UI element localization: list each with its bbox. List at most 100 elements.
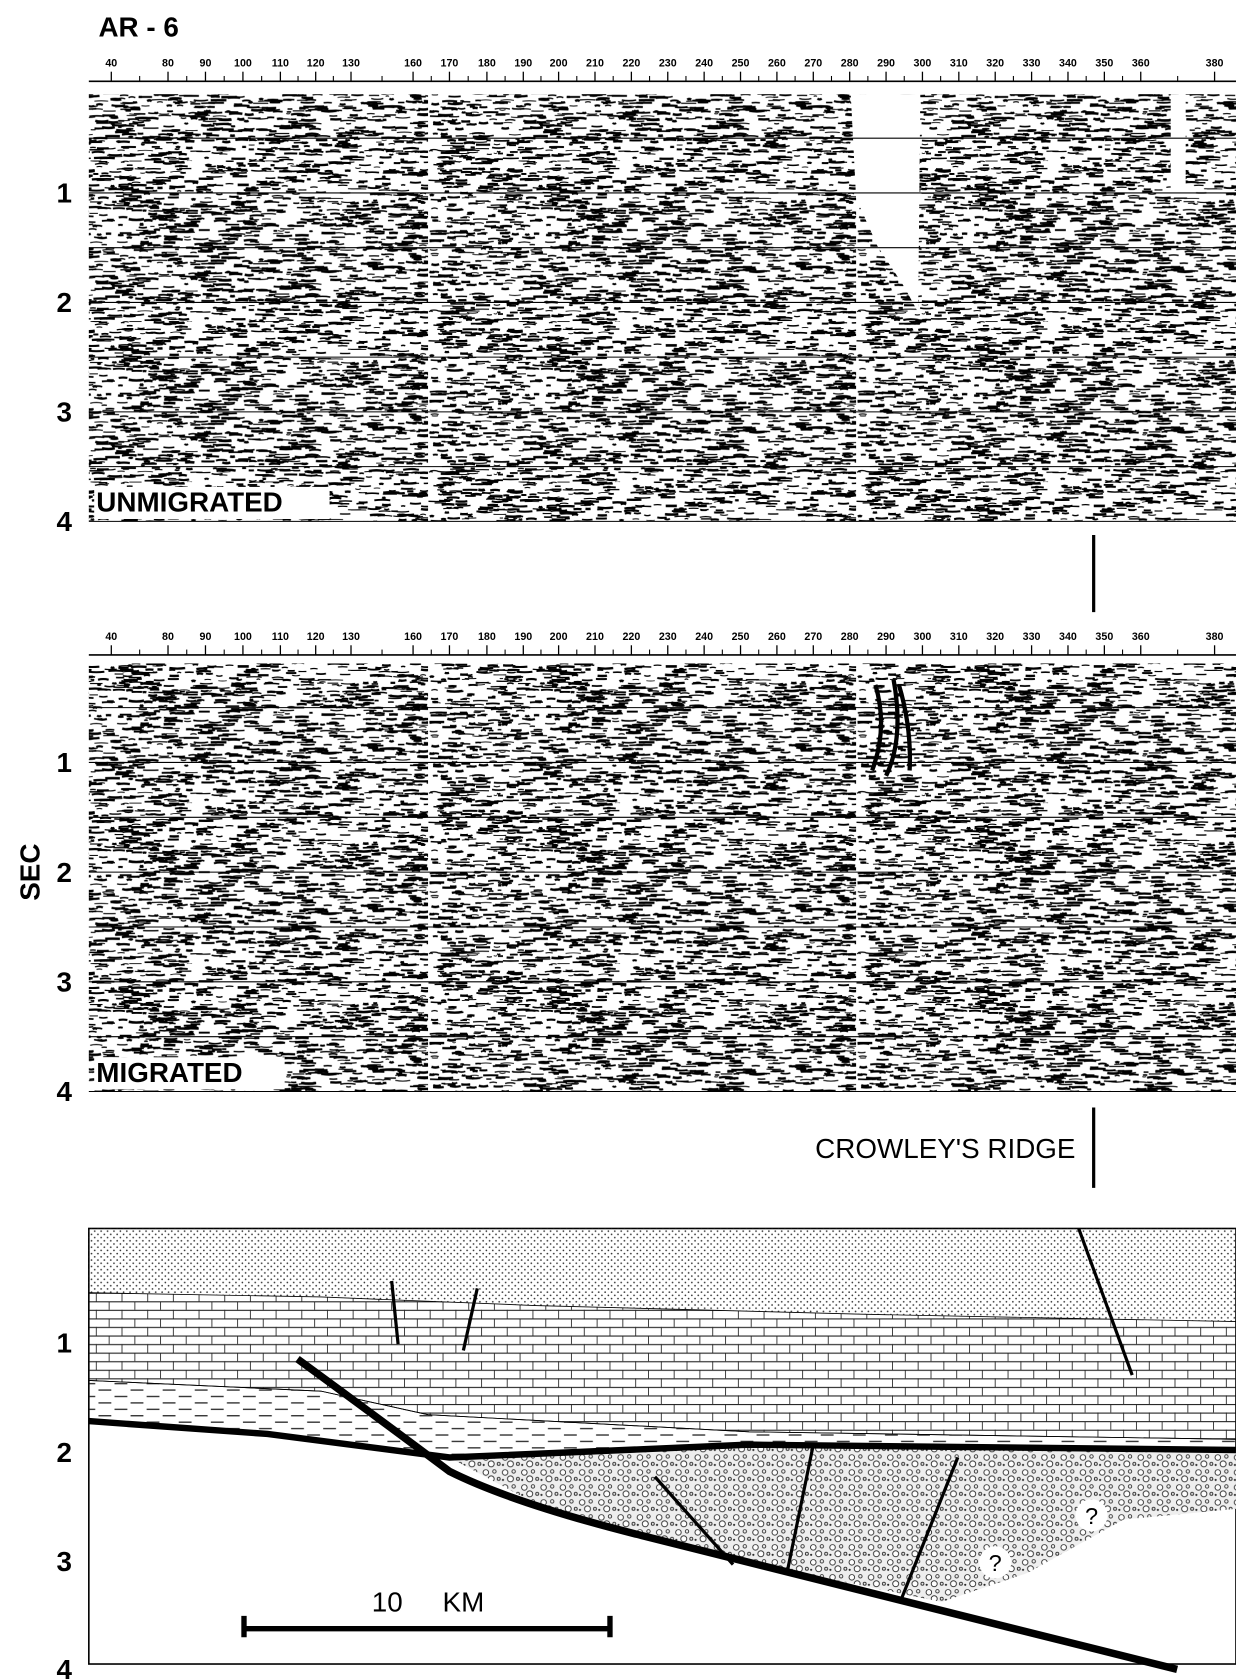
shotpoint-label: 380 bbox=[1206, 57, 1224, 69]
shotpoint-label: 260 bbox=[768, 57, 786, 69]
unmigrated-section bbox=[88, 94, 1236, 522]
shotpoint-label: 110 bbox=[272, 57, 289, 69]
data-gap bbox=[1170, 94, 1186, 193]
time-label: 2 bbox=[56, 857, 71, 888]
shotpoint-label: 170 bbox=[441, 631, 459, 643]
unknown-badge bbox=[979, 1546, 1012, 1579]
label-box bbox=[94, 1057, 285, 1090]
shotpoint-label: 210 bbox=[586, 57, 604, 69]
shotpoint-label: 90 bbox=[200, 631, 212, 643]
fault-line bbox=[1077, 1227, 1134, 1376]
shotpoint-label: 280 bbox=[841, 57, 859, 69]
annotation: CROWLEY'S RIDGE bbox=[815, 1133, 1075, 1164]
panel-label: UNMIGRATED bbox=[96, 487, 282, 518]
scale-bar bbox=[241, 1615, 613, 1638]
title: AR - 6 bbox=[98, 11, 178, 42]
shotpoint-label: 230 bbox=[659, 631, 677, 643]
scale-label: 10 KM bbox=[372, 1587, 485, 1618]
shotpoint-label: 270 bbox=[804, 631, 822, 643]
shotpoint-label: 340 bbox=[1059, 631, 1077, 643]
fault-line bbox=[784, 1444, 815, 1576]
shotpoint-label: 120 bbox=[307, 631, 325, 643]
minor-faults bbox=[390, 1227, 1134, 1601]
shotpoint-label: 330 bbox=[1023, 631, 1041, 643]
migrated-section bbox=[88, 663, 1236, 1092]
shotpoint-label: 240 bbox=[695, 631, 713, 643]
time-label: 3 bbox=[56, 397, 71, 428]
data-gap bbox=[850, 94, 921, 313]
shotpoint-label: 220 bbox=[622, 57, 640, 69]
time-label: 1 bbox=[56, 178, 71, 209]
shotpoint-label: 170 bbox=[441, 57, 459, 69]
conglomerate-wedge bbox=[449, 1444, 1236, 1602]
shotpoint-label: 300 bbox=[914, 57, 932, 69]
horizon bbox=[88, 1417, 1236, 1461]
axis-label: SEC bbox=[14, 844, 45, 901]
shotpoint-label: 350 bbox=[1095, 57, 1113, 69]
shotpoint-label: 280 bbox=[841, 631, 859, 643]
shotpoint-label: 120 bbox=[307, 57, 325, 69]
shotpoint-label: 160 bbox=[404, 631, 422, 643]
time-label: 3 bbox=[56, 1546, 71, 1577]
time-label: 4 bbox=[56, 506, 72, 537]
shotpoint-label: 100 bbox=[234, 631, 252, 643]
shotpoint-label: 300 bbox=[914, 631, 932, 643]
unknown: ? bbox=[989, 1550, 1002, 1576]
fault-line bbox=[390, 1280, 400, 1345]
shotpoint-label: 270 bbox=[804, 57, 822, 69]
shotpoint-label: 360 bbox=[1132, 57, 1150, 69]
shotpoint-label: 180 bbox=[478, 631, 496, 643]
shotpoint-label: 230 bbox=[659, 57, 677, 69]
shotpoint-label: 290 bbox=[877, 631, 895, 643]
fault-line bbox=[899, 1456, 960, 1601]
fault-line bbox=[461, 1288, 479, 1351]
label-box bbox=[94, 486, 330, 520]
shotpoint-label: 330 bbox=[1023, 57, 1041, 69]
shotpoint-label: 290 bbox=[877, 57, 895, 69]
shotpoint-label: 240 bbox=[695, 57, 713, 69]
time-label: 4 bbox=[56, 1076, 72, 1107]
shotpoint-label: 380 bbox=[1206, 631, 1224, 643]
shotpoint-label: 200 bbox=[550, 57, 568, 69]
shotpoint-label: 110 bbox=[272, 631, 289, 643]
shotpoint-label: 360 bbox=[1132, 631, 1150, 643]
time-label: 2 bbox=[56, 1437, 71, 1468]
shotpoint-label: 250 bbox=[732, 631, 750, 643]
shotpoint-label: 180 bbox=[478, 57, 496, 69]
shotpoint-label: 100 bbox=[234, 57, 252, 69]
time-label: 3 bbox=[56, 966, 71, 997]
shotpoint-label: 260 bbox=[768, 631, 786, 643]
shotpoint-label: 130 bbox=[342, 57, 360, 69]
shotpoint-label: 80 bbox=[162, 57, 174, 69]
shotpoint-label: 340 bbox=[1059, 57, 1077, 69]
shotpoint-label: 200 bbox=[550, 631, 568, 643]
interpretation: ? ? 10 KM bbox=[88, 1227, 1236, 1674]
shotpoint-label: 40 bbox=[105, 57, 117, 69]
shotpoint-label: 90 bbox=[200, 57, 212, 69]
panel-label: MIGRATED bbox=[96, 1057, 242, 1088]
time-label: 1 bbox=[56, 747, 71, 778]
shotpoint-label: 190 bbox=[514, 631, 532, 643]
shotpoint-label: 40 bbox=[105, 631, 117, 643]
time-label: 1 bbox=[56, 1328, 71, 1359]
fault bbox=[295, 1356, 1179, 1674]
time-label: 4 bbox=[56, 1654, 72, 1679]
shotpoint-label: 320 bbox=[986, 57, 1004, 69]
time-label: 2 bbox=[56, 287, 71, 318]
shotpoint-label: 210 bbox=[586, 631, 604, 643]
shotpoint-label: 310 bbox=[950, 57, 968, 69]
shotpoint-label: 310 bbox=[950, 631, 968, 643]
shotpoint-label: 190 bbox=[514, 57, 532, 69]
stipple-layer bbox=[88, 1228, 1236, 1322]
shotpoint-label: 220 bbox=[622, 631, 640, 643]
shotpoint-label: 350 bbox=[1095, 631, 1113, 643]
shotpoint-label: 320 bbox=[986, 631, 1004, 643]
shotpoint-label: 160 bbox=[404, 57, 422, 69]
unknown-badge bbox=[1075, 1499, 1108, 1532]
shotpoint-label: 130 bbox=[342, 631, 360, 643]
fault-line bbox=[653, 1475, 735, 1566]
shotpoint-label: 250 bbox=[732, 57, 750, 69]
unknown: ? bbox=[1085, 1503, 1098, 1529]
